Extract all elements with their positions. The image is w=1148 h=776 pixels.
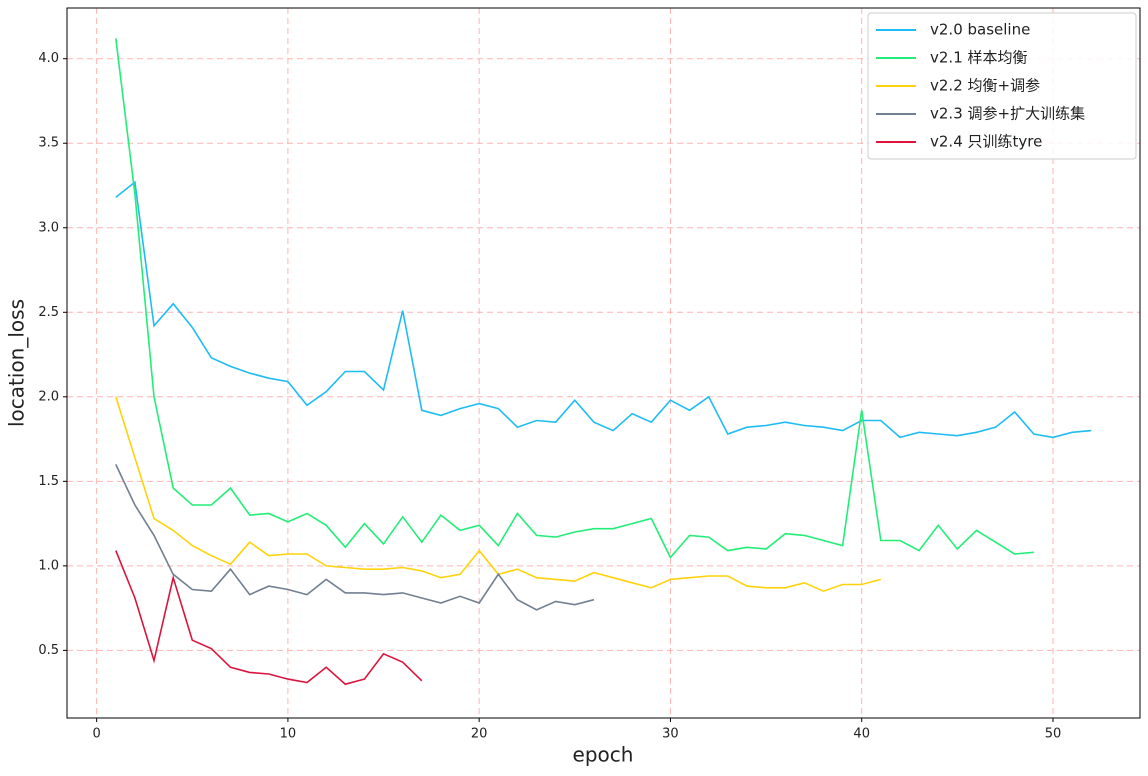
series-line (115, 550, 423, 686)
series-line (115, 38, 1034, 559)
x-tick-label: 40 (853, 727, 870, 742)
x-tick-label: 0 (93, 727, 101, 742)
series-line (115, 180, 1092, 439)
y-tick-label: 3.5 (38, 136, 59, 151)
series-line (115, 464, 595, 611)
y-tick-label: 4.0 (38, 51, 59, 66)
y-axis-label: location_loss (5, 299, 29, 427)
x-tick-label: 50 (1045, 727, 1062, 742)
x-tick-label: 30 (662, 727, 679, 742)
y-tick-label: 2.5 (38, 305, 59, 320)
y-tick-label: 1.0 (38, 558, 59, 573)
y-tick-label: 1.5 (38, 474, 59, 489)
y-tick-label: 2.0 (38, 389, 59, 404)
legend-label: v2.4 只训练tyre (930, 133, 1042, 151)
x-axis-label: epoch (573, 743, 634, 767)
legend-label: v2.1 样本均衡 (930, 49, 1028, 67)
x-tick-label: 20 (471, 727, 488, 742)
legend-label: v2.2 均衡+调参 (930, 77, 1040, 95)
x-tick-label: 10 (280, 727, 297, 742)
legend-box (867, 12, 1137, 160)
y-tick-label: 3.0 (38, 220, 59, 235)
legend-label: v2.0 baseline (930, 21, 1030, 39)
plot-frame (66, 7, 1141, 719)
legend-label: v2.3 调参+扩大训练集 (930, 105, 1085, 123)
y-tick-label: 0.5 (38, 643, 59, 658)
